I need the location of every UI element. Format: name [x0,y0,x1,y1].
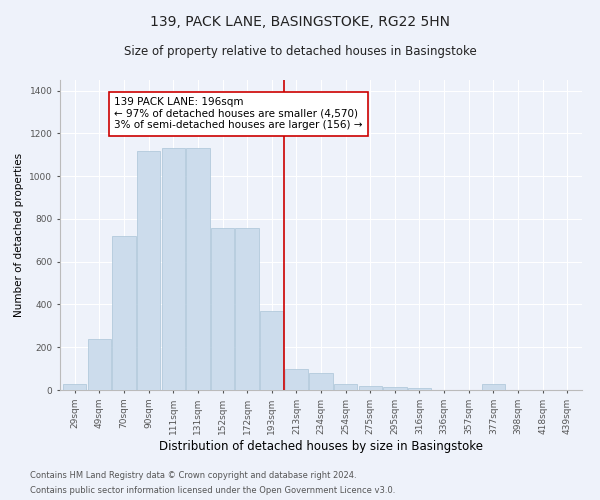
Bar [88,338,111,390]
Bar [383,387,407,390]
Text: Contains public sector information licensed under the Open Government Licence v3: Contains public sector information licen… [30,486,395,495]
Text: Contains HM Land Registry data © Crown copyright and database right 2024.: Contains HM Land Registry data © Crown c… [30,471,356,480]
Bar [112,236,136,390]
Bar [235,228,259,390]
Bar [359,386,382,390]
Y-axis label: Number of detached properties: Number of detached properties [14,153,24,317]
Text: 139, PACK LANE, BASINGSTOKE, RG22 5HN: 139, PACK LANE, BASINGSTOKE, RG22 5HN [150,15,450,29]
Bar [161,148,185,390]
Bar [260,311,283,390]
Bar [211,228,234,390]
Bar [284,368,308,390]
Text: Size of property relative to detached houses in Basingstoke: Size of property relative to detached ho… [124,45,476,58]
Text: 139 PACK LANE: 196sqm
← 97% of detached houses are smaller (4,570)
3% of semi-de: 139 PACK LANE: 196sqm ← 97% of detached … [114,97,362,130]
X-axis label: Distribution of detached houses by size in Basingstoke: Distribution of detached houses by size … [159,440,483,452]
Bar [63,384,86,390]
Bar [310,373,332,390]
Bar [482,384,505,390]
Bar [334,384,358,390]
Bar [408,388,431,390]
Bar [186,148,209,390]
Bar [137,150,160,390]
